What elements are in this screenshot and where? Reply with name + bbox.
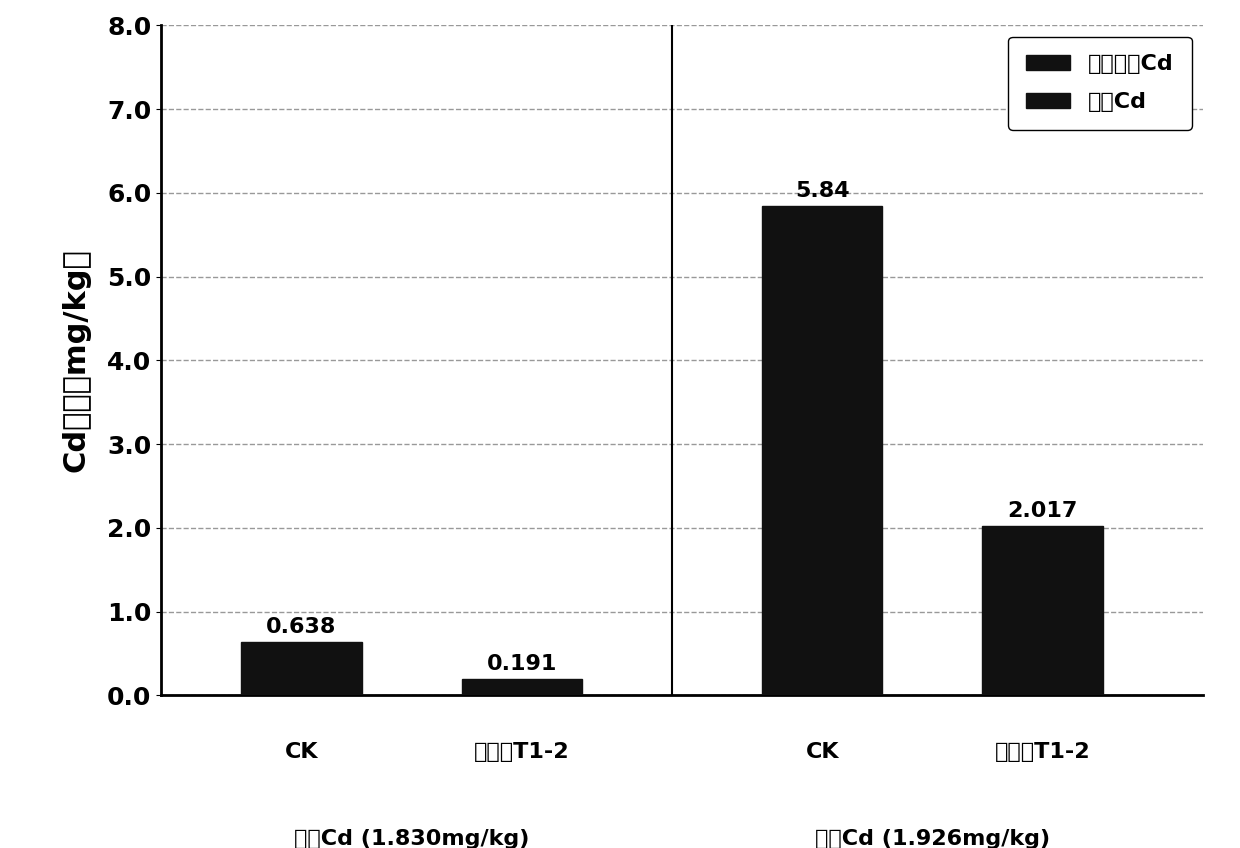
Text: 土壤Cd (1.926mg/kg): 土壤Cd (1.926mg/kg) bbox=[815, 829, 1050, 848]
Text: 改良剁T1-2: 改良剁T1-2 bbox=[994, 742, 1090, 762]
Legend: 小麦籍粒Cd, 烟叶Cd: 小麦籍粒Cd, 烟叶Cd bbox=[1008, 36, 1192, 130]
Text: CK: CK bbox=[285, 742, 319, 762]
Bar bbox=[982, 527, 1102, 695]
Bar bbox=[461, 679, 582, 695]
Text: 5.84: 5.84 bbox=[795, 181, 849, 201]
Text: 改良剁T1-2: 改良剁T1-2 bbox=[474, 742, 569, 762]
Text: 0.638: 0.638 bbox=[267, 616, 336, 637]
Text: 2.017: 2.017 bbox=[1007, 501, 1078, 522]
Text: 土壤Cd (1.830mg/kg): 土壤Cd (1.830mg/kg) bbox=[294, 829, 529, 848]
Bar bbox=[763, 206, 883, 695]
Y-axis label: Cd浓度（mg/kg）: Cd浓度（mg/kg） bbox=[62, 248, 91, 472]
Text: 0.191: 0.191 bbox=[486, 655, 557, 674]
Bar bbox=[242, 642, 362, 695]
Text: CK: CK bbox=[806, 742, 839, 762]
